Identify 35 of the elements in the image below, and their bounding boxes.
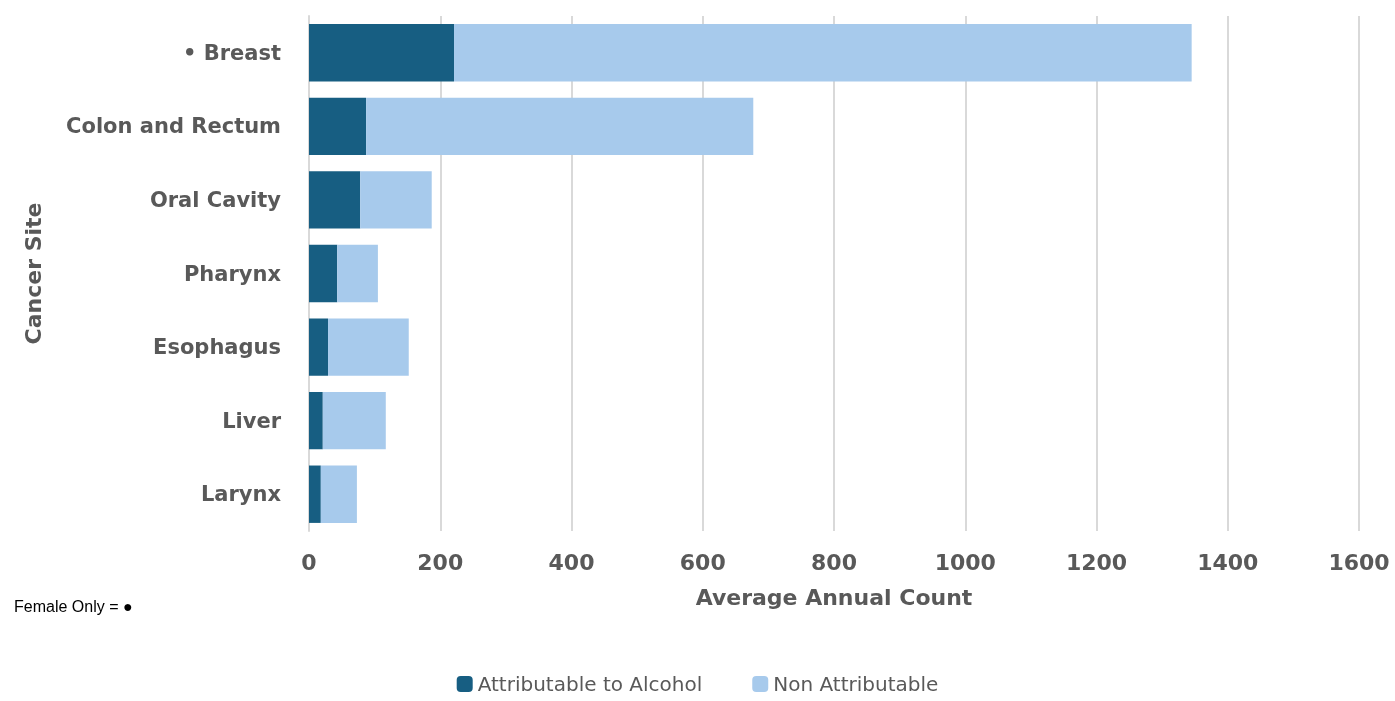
y-tick-label: Esophagus — [153, 335, 281, 360]
bar — [454, 24, 1192, 82]
y-tick-label: Colon and Rectum — [66, 114, 281, 139]
x-tick-label: 800 — [811, 549, 857, 575]
bar — [366, 97, 754, 156]
bar — [309, 391, 323, 450]
x-tick-label: 600 — [679, 549, 726, 575]
y-tick-label: Larynx — [200, 482, 282, 507]
y-tick-label: Liver — [222, 408, 282, 433]
bar — [309, 24, 455, 82]
bar — [309, 171, 361, 229]
bar — [328, 318, 409, 376]
legend-label: Non Attributable — [773, 672, 939, 696]
x-tick-label: 1400 — [1197, 549, 1259, 575]
bar — [309, 318, 329, 376]
bar — [309, 465, 321, 523]
x-tick-label: 1000 — [934, 549, 996, 575]
bar — [309, 244, 338, 303]
x-axis-title: Average Annual Count — [695, 584, 973, 610]
y-tick-label: Pharynx — [183, 261, 282, 286]
x-tick-label: 1600 — [1328, 549, 1390, 575]
bar — [360, 171, 432, 229]
x-tick-label: 0 — [301, 549, 317, 575]
y-tick-label: Oral Cavity — [149, 187, 282, 212]
bar — [322, 391, 386, 450]
y-tick-label: • Breast — [182, 40, 281, 65]
x-tick-label: 400 — [548, 549, 595, 575]
x-tick-label: 1200 — [1065, 549, 1128, 575]
legend-label: Attributable to Alcohol — [477, 672, 703, 696]
bar — [337, 244, 378, 303]
bar — [309, 97, 367, 156]
text: Female Only = ● — [14, 598, 133, 616]
x-tick-label: 200 — [417, 549, 464, 575]
bar — [320, 465, 357, 523]
y-axis-title: Cancer Site — [20, 202, 46, 345]
